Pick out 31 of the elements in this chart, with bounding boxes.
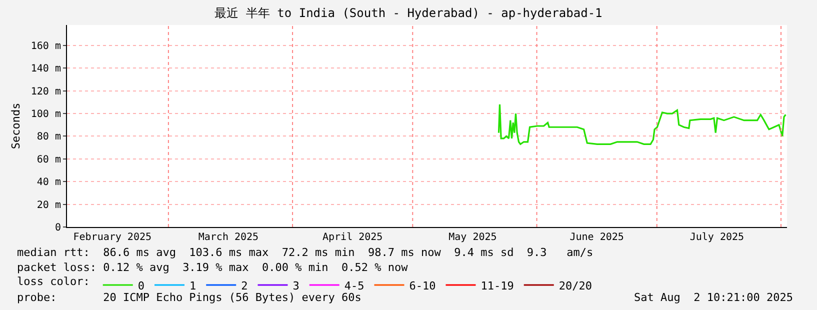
legend-label: 4-5 — [344, 279, 364, 292]
x-tick-label: July 2025 — [690, 232, 744, 243]
y-tick-label: 40 m — [36, 177, 61, 188]
text: packet loss: 0.12 % avg 3.19 % max 0.00 % min 0.52 % now — [17, 261, 408, 274]
y-tick-label: 100 m — [30, 109, 61, 120]
legend-label: 6-10 — [409, 279, 436, 292]
legend-title: loss color: — [17, 274, 90, 288]
x-tick-label: June 2025 — [570, 232, 624, 243]
line-series — [498, 104, 786, 145]
text: probe: 20 ICMP Echo Pings (56 Bytes) every 60s — [17, 291, 362, 304]
y-tick-label: 20 m — [36, 200, 61, 211]
chart-title: 最近 半年 to India (South - Hyderabad) - ap-hyderabad-1 — [214, 6, 602, 20]
y-tick-label: 120 m — [30, 86, 61, 98]
legend-label: 11-19 — [480, 279, 514, 292]
y-tick-label: 140 m — [30, 64, 61, 75]
x-tick-label: February 2025 — [73, 232, 152, 243]
legend-label: 0 — [138, 279, 144, 292]
legend-label: 20/20 — [558, 279, 592, 292]
text: median rtt: 86.6 ms avg 103.6 ms max 72.2 ms min 98.7 ms now 9.4 ms sd 9.3 am/s — [17, 246, 594, 259]
legend-label: 3 — [292, 279, 300, 292]
y-axis-title: Seconds — [10, 102, 23, 150]
x-tick-label: April 2025 — [322, 232, 383, 243]
y-tick-label: 60 m — [36, 154, 61, 166]
y-tick-label: 0 — [54, 222, 61, 234]
y-tick-label: 80 m — [36, 132, 61, 143]
x-tick-label: March 2025 — [198, 232, 259, 243]
legend-label: 1 — [189, 279, 196, 292]
y-tick-label: 160 m — [30, 40, 61, 52]
x-tick-label: May 2025 — [448, 232, 497, 243]
text: Sat Aug 2 10:21:00 2025 — [634, 291, 793, 304]
legend-label: 2 — [241, 279, 248, 292]
